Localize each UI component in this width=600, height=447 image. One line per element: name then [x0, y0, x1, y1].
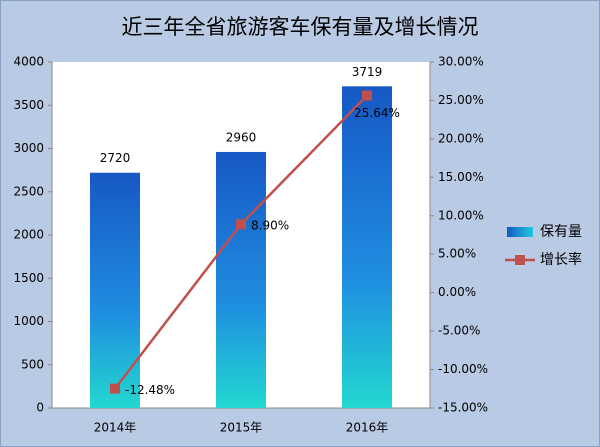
- chart-title: 近三年全省旅游客车保有量及增长情况: [122, 15, 479, 39]
- y2-tick-label: 20.00%: [438, 131, 484, 145]
- y-tick-label: 3500: [13, 98, 44, 112]
- line-marker: [110, 383, 120, 394]
- y-tick-label: 3000: [13, 141, 44, 155]
- line-value-label: 8.90%: [251, 219, 289, 233]
- y2-tick-label: 30.00%: [438, 55, 484, 69]
- y2-tick-label: 10.00%: [438, 208, 484, 222]
- line-marker: [362, 90, 372, 101]
- legend-marker: [515, 255, 525, 265]
- y2-tick-label: -10.00%: [438, 362, 488, 376]
- bar-value-label: 2720: [100, 151, 131, 165]
- x-tick-label: 2016年: [346, 421, 389, 435]
- y2-tick-label: -5.00%: [438, 324, 480, 338]
- y-tick-label: 1000: [13, 314, 44, 328]
- y-tick-label: 0: [36, 401, 44, 415]
- legend-label: 增长率: [540, 251, 582, 268]
- line-value-label: -12.48%: [125, 383, 175, 397]
- legend-label: 保有量: [540, 224, 582, 240]
- x-tick-label: 2014年: [94, 421, 137, 435]
- bar: [342, 86, 392, 408]
- y-tick-label: 2000: [13, 228, 44, 242]
- x-tick-label: 2015年: [220, 421, 263, 435]
- bar: [90, 172, 140, 408]
- y2-tick-label: 5.00%: [438, 247, 476, 261]
- y2-tick-label: 25.00%: [438, 93, 484, 107]
- y-tick-label: 500: [21, 357, 44, 371]
- legend-swatch: [507, 227, 533, 237]
- bar-value-label: 2960: [226, 130, 257, 144]
- bar-value-label: 3719: [352, 65, 383, 79]
- line-marker: [236, 219, 246, 230]
- y-tick-label: 4000: [13, 55, 44, 69]
- y-tick-label: 1500: [13, 271, 44, 285]
- line-value-label: 25.64%: [354, 106, 400, 120]
- y-tick-label: 2500: [13, 184, 44, 198]
- bar: [216, 151, 266, 408]
- y2-tick-label: 0.00%: [438, 285, 476, 299]
- y2-tick-label: 15.00%: [438, 170, 484, 184]
- y2-tick-label: -15.00%: [438, 401, 488, 415]
